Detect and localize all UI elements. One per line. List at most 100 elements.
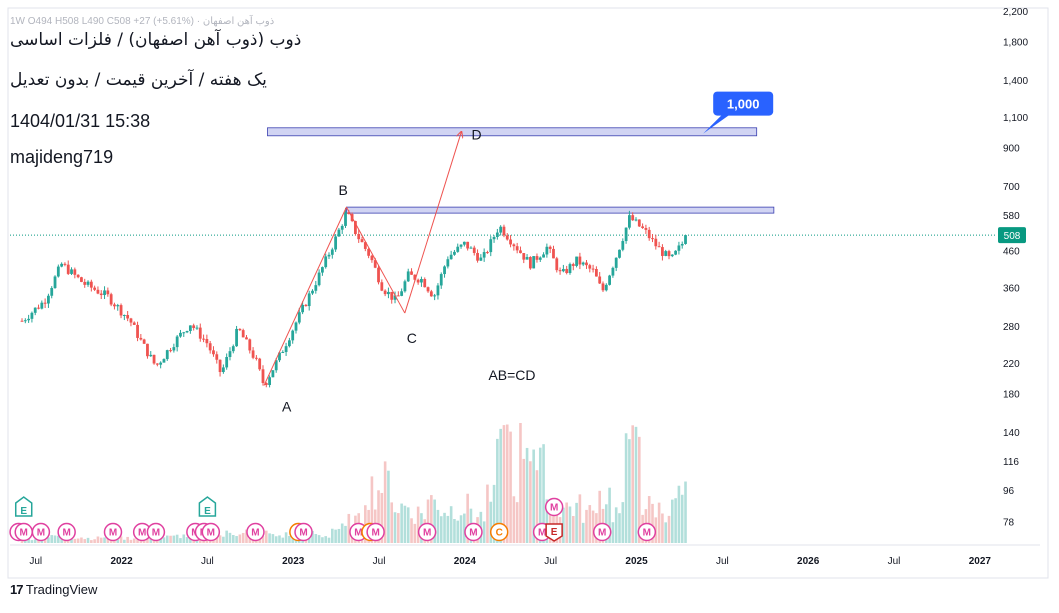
candle-body <box>393 295 397 300</box>
candle-body <box>314 285 318 291</box>
meeting-event-icon[interactable] <box>294 522 313 542</box>
price-tick-label: 116 <box>1003 457 1019 468</box>
candle-body <box>608 275 611 285</box>
earnings-event-icon[interactable] <box>545 523 563 542</box>
candle-body <box>439 274 443 286</box>
meeting-event-icon[interactable] <box>366 522 385 542</box>
candle-body <box>20 320 24 322</box>
volume-bar <box>126 536 129 543</box>
volume-bar <box>562 507 565 543</box>
volume-bar <box>314 533 318 543</box>
candle-body <box>469 247 473 249</box>
candle-body <box>420 279 423 283</box>
candle-body <box>654 238 658 247</box>
candle-body <box>354 220 357 235</box>
meeting-event-icon[interactable] <box>417 522 437 542</box>
volume-bar <box>274 536 278 543</box>
volume-bar <box>571 516 575 543</box>
volume-bar <box>83 539 87 543</box>
candle-body <box>96 289 100 294</box>
candle-body <box>459 244 463 247</box>
volume-bar <box>671 499 674 543</box>
volume-bar <box>235 536 238 543</box>
candle-body <box>304 304 308 307</box>
time-tick-label: Jul <box>373 556 386 567</box>
candle-body <box>63 263 67 265</box>
candle-body <box>172 347 176 351</box>
meeting-event-icon[interactable] <box>637 522 657 542</box>
target-zone[interactable] <box>267 127 758 137</box>
volume-bar <box>684 481 687 543</box>
meeting-event-icon[interactable] <box>146 522 166 542</box>
dividend-event-icon[interactable] <box>489 522 509 542</box>
volume-bar <box>466 493 469 543</box>
callout-pointer <box>703 113 732 134</box>
candle-body <box>281 352 285 354</box>
candle-body <box>667 251 671 257</box>
candle-body <box>492 236 496 240</box>
volume-bar <box>621 502 625 543</box>
volume-bar <box>651 503 654 543</box>
candle-body <box>406 271 410 282</box>
candle-body <box>27 318 31 321</box>
candle-body <box>294 322 298 331</box>
volume-bar <box>647 496 651 543</box>
volume-bar <box>611 522 615 543</box>
chart-border <box>7 7 1049 579</box>
price-tick-label: 96 <box>1003 486 1015 497</box>
volume-bar <box>99 537 103 543</box>
volume-bar <box>542 444 545 543</box>
earnings-event-icon[interactable] <box>14 496 33 517</box>
meeting-event-icon[interactable] <box>201 522 221 542</box>
candle-body <box>258 358 262 370</box>
candle-body <box>221 367 225 373</box>
candle-body <box>271 370 275 378</box>
volume-bar <box>215 536 219 543</box>
volume-bar <box>403 505 407 543</box>
tradingview-wordmark: TradingView <box>25 582 98 597</box>
candle-body <box>142 339 146 344</box>
meeting-event-icon[interactable] <box>464 522 483 542</box>
volume-bar <box>317 535 321 543</box>
candle-body <box>241 330 245 338</box>
candle-body <box>552 248 555 259</box>
meeting-event-icon[interactable] <box>103 522 123 542</box>
time-tick-label: 2026 <box>797 556 820 567</box>
price-tick-label: 1,100 <box>1003 113 1028 124</box>
point-label-b: B <box>338 182 347 198</box>
candle-body <box>195 327 199 329</box>
volume-bar <box>631 425 635 543</box>
volume-bar <box>116 539 120 543</box>
volume-bar <box>581 522 585 543</box>
volume-bar <box>439 516 443 543</box>
resistance-zone[interactable] <box>346 206 775 214</box>
volume-bar <box>288 535 291 543</box>
meeting-event-icon[interactable] <box>544 497 564 517</box>
volume-bar <box>264 530 268 543</box>
candle-body <box>66 264 70 274</box>
meeting-event-icon[interactable] <box>57 522 76 542</box>
candle-body <box>23 320 27 322</box>
earnings-event-icon[interactable] <box>198 496 217 517</box>
tradingview-logo-icon: 17 <box>10 582 24 597</box>
meeting-event-icon[interactable] <box>31 522 51 542</box>
candle-body <box>139 337 143 340</box>
tradingview-brand[interactable]: 17 TradingView <box>10 582 97 597</box>
candle-body <box>106 290 110 295</box>
abcd-leg-bc <box>346 206 406 314</box>
volume-bar <box>598 490 601 543</box>
callout-box[interactable] <box>713 91 774 116</box>
candle-body <box>192 325 196 328</box>
meeting-event-letter: M <box>207 528 215 539</box>
meeting-event-icon[interactable] <box>246 522 265 542</box>
meeting-event-icon[interactable] <box>592 522 612 542</box>
volume-bar <box>614 507 618 543</box>
time-tick-label: 2022 <box>110 556 133 567</box>
candle-body <box>637 219 641 227</box>
candle-body <box>225 357 229 368</box>
price-tick-label: 180 <box>1003 390 1020 401</box>
volume-bar <box>80 537 83 543</box>
candle-body <box>175 336 179 348</box>
candle-body <box>122 314 126 316</box>
